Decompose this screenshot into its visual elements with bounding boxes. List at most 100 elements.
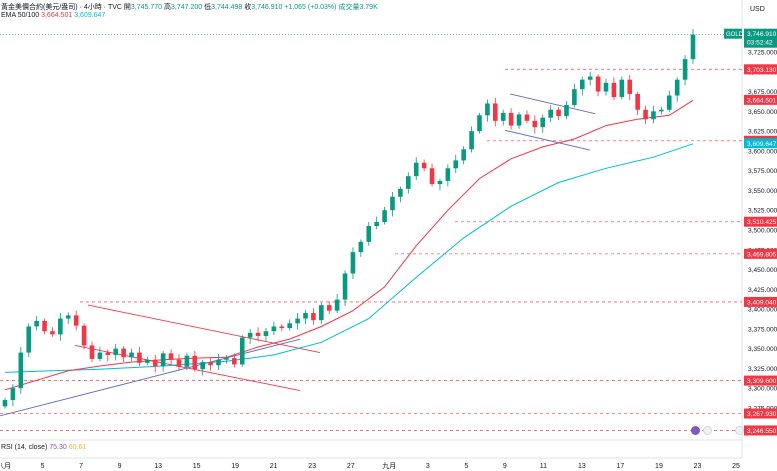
candle-body — [406, 176, 411, 189]
candle-body — [137, 352, 142, 363]
symbol-tag — [724, 28, 742, 39]
symbol-tag-label: GOLD — [726, 32, 744, 38]
rsi-label: RSI (14, close) — [1, 444, 48, 451]
ema100-value: 3,609.647 — [74, 12, 106, 19]
candle-body — [398, 188, 403, 197]
candle-body — [89, 345, 95, 359]
open-label: 開 — [123, 4, 131, 11]
price-label-value: 3,664.501 — [747, 97, 777, 104]
rsi-value: 75.30 — [49, 444, 67, 451]
ema-legend[interactable]: EMA 50/100 3,664.501 3,609.647 — [1, 12, 105, 19]
x-tick-label: 23 — [308, 463, 316, 470]
y-tick-label: 3,525.000 — [748, 208, 777, 215]
x-tick-label: 5 — [464, 463, 468, 470]
x-tick-label: 23 — [694, 463, 702, 470]
candle-body — [500, 112, 506, 121]
y-tick-label: 3,400.000 — [748, 307, 777, 314]
y-tick-label: 3,575.000 — [748, 168, 777, 175]
channel-lower-line — [74, 345, 301, 391]
candle-body — [255, 332, 261, 336]
price-label-value: 3,703.130 — [747, 67, 777, 74]
x-tick-label: 9 — [503, 463, 507, 470]
price-label-value: 3,267.930 — [747, 411, 777, 418]
close-value: 3,746.910 — [251, 4, 283, 11]
x-tick-label: 15 — [193, 463, 201, 470]
candle-body — [358, 241, 364, 253]
price-label-value: 3,246.550 — [747, 428, 777, 435]
candle-body — [524, 114, 530, 121]
y-tick-label: 3,450.000 — [748, 267, 777, 274]
high-value: 3,747.200 — [171, 4, 203, 11]
candle-body — [485, 103, 490, 116]
x-tick-label: 13 — [154, 463, 162, 470]
price-label — [744, 64, 777, 75]
candle-body — [643, 109, 648, 120]
price-label-value: 3,510.425 — [747, 219, 777, 226]
us-flag-event-icon[interactable] — [735, 426, 744, 435]
close-label: 收 — [244, 4, 252, 11]
us-flag-event-icon[interactable] — [703, 426, 712, 435]
candle-body — [224, 358, 229, 360]
candle-body — [532, 120, 538, 128]
candle-body — [113, 348, 119, 355]
rsi-legend[interactable]: RSI (14, close) 75.30 60.61 — [1, 444, 86, 451]
candle-body — [627, 79, 633, 94]
candle-body — [469, 131, 474, 150]
candle-body — [674, 79, 680, 96]
candle-body — [121, 348, 126, 358]
price-label — [744, 425, 777, 436]
candle-body — [492, 103, 498, 121]
price-label-value: 3,409.040 — [747, 299, 777, 306]
instrument-name: 黃金美價合約(美元/盎司) · 4小時 · TVC — [1, 4, 122, 11]
last-price-value: 3,746.910 — [747, 31, 777, 38]
symbol-header: 黃金美價合約(美元/盎司) · 4小時 · TVC 開3,745.770 高3,… — [1, 2, 378, 12]
candle-body — [152, 359, 158, 367]
candle-body — [651, 111, 656, 120]
candle-body — [564, 105, 569, 117]
candle-body — [366, 226, 372, 242]
candle-body — [232, 358, 237, 365]
ema50-value: 3,664.501 — [41, 12, 73, 19]
candle-body — [587, 76, 593, 80]
y-tick-label: 3,725.000 — [748, 50, 777, 57]
candle-body — [611, 82, 617, 98]
price-label — [744, 248, 777, 259]
candle-body — [50, 331, 55, 335]
candle-body — [168, 353, 174, 360]
change-value: +1.065 (+0.03%) — [284, 4, 337, 11]
y-tick-label: 3,650.000 — [748, 109, 777, 116]
candle-body — [145, 359, 150, 363]
candle-body — [271, 326, 277, 332]
candle-body — [73, 315, 79, 326]
candle-body — [421, 162, 427, 169]
candle-body — [287, 323, 292, 329]
high-label: 高 — [164, 4, 172, 11]
y-tick-label: 3,550.000 — [748, 188, 777, 195]
candle-body — [540, 117, 546, 128]
ascending-trendline — [0, 338, 301, 417]
last-price-label — [744, 28, 777, 48]
candle-body — [516, 114, 522, 126]
candle-body — [160, 353, 166, 367]
lightning-event-icon[interactable] — [691, 426, 700, 435]
candle-body — [105, 352, 111, 355]
open-value: 3,745.770 — [130, 4, 163, 11]
candle-body — [556, 109, 561, 117]
candle-body — [508, 112, 514, 126]
candle-body — [26, 326, 32, 353]
candle-body — [295, 318, 300, 324]
candle-body — [208, 362, 213, 366]
candle-body — [429, 168, 435, 185]
rsi-ma-value: 60.61 — [68, 444, 87, 451]
candle-body — [453, 160, 459, 169]
candle-body — [58, 318, 63, 335]
ema100-line — [4, 143, 694, 373]
candle-body — [10, 388, 16, 401]
candle-body — [97, 352, 103, 359]
candle-body — [81, 325, 87, 346]
candle-body — [548, 109, 553, 118]
candle-body — [690, 34, 696, 60]
x-tick-label: 21 — [270, 463, 278, 470]
axis-currency-label: USD — [750, 6, 765, 13]
